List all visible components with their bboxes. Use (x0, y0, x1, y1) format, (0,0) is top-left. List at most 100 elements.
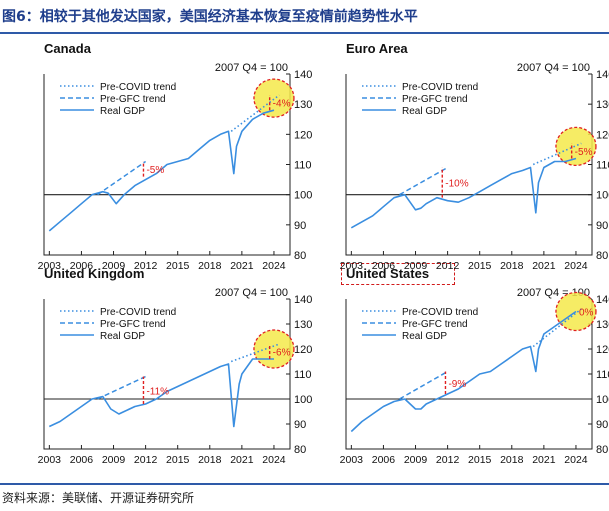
gap-annotation-label: 0% (579, 308, 594, 319)
axis-note: 2007 Q4 = 100 (215, 287, 288, 299)
legend-label: Real GDP (100, 106, 145, 117)
plot-frame (43, 299, 291, 450)
x-tick-label: 2024 (262, 260, 286, 272)
series-line-dashed (97, 375, 146, 400)
x-tick-label: 2018 (500, 260, 524, 272)
x-tick-label: 2009 (102, 260, 126, 272)
y-tick-label: 130 (596, 99, 609, 111)
x-tick-label: 2003 (38, 260, 62, 272)
gap-annotation-label: -5% (575, 147, 593, 158)
legend-label: Pre-GFC trend (402, 319, 468, 330)
x-tick-label: 2003 (38, 454, 62, 466)
figure-title: 图6：相较于其他发达国家，美国经济基本恢复至疫情前趋势性水平 (2, 9, 418, 25)
series-line-solid (350, 157, 577, 229)
y-tick-label: 100 (294, 190, 312, 202)
y-tick-label: 140 (596, 69, 609, 81)
y-tick-label: 110 (294, 369, 312, 381)
x-tick-label: 2012 (436, 454, 460, 466)
y-tick-label: 80 (294, 250, 306, 262)
series-line-dotted (230, 343, 280, 363)
us-title-highlight-box (341, 263, 455, 285)
gap-annotation-label: -10% (445, 179, 468, 190)
x-tick-label: 2015 (166, 260, 190, 272)
series-line-solid (48, 109, 275, 232)
y-tick-label: 100 (294, 394, 312, 406)
panel-title-canada: Canada (44, 41, 91, 56)
y-tick-label: 120 (596, 344, 609, 356)
chart-panel-3: 80 90 100 110 120 130 140 2003 2006 2009 2012 2015 2… (340, 287, 609, 466)
chart-panel-2: 80 90 100 110 120 130 140 2003 2006 2009 2012 2015 2… (38, 287, 313, 466)
series-line-dashed (399, 370, 448, 400)
legend-label: Real GDP (402, 331, 447, 342)
x-tick-label: 2006 (372, 454, 396, 466)
y-tick-label: 100 (596, 394, 609, 406)
x-tick-label: 2003 (340, 454, 364, 466)
x-tick-label: 2015 (468, 260, 492, 272)
series-line-dashed (97, 160, 147, 196)
x-tick-label: 2018 (500, 454, 524, 466)
x-tick-label: 2009 (404, 454, 428, 466)
highlight-circle (555, 126, 597, 167)
x-tick-label: 2012 (134, 260, 158, 272)
x-tick-label: 2003 (340, 260, 364, 272)
gap-annotation-label: -5% (146, 165, 164, 176)
title-divider (0, 32, 609, 34)
panel-title-united-states: United States (346, 266, 430, 281)
x-tick-label: 2024 (564, 454, 588, 466)
y-tick-label: 140 (294, 294, 312, 306)
x-tick-label: 2015 (468, 454, 492, 466)
y-tick-label: 90 (294, 220, 306, 232)
y-tick-label: 140 (294, 69, 312, 81)
y-tick-label: 120 (294, 344, 312, 356)
legend-label: Pre-COVID trend (402, 307, 478, 318)
panel-title-euro-area: Euro Area (346, 41, 408, 56)
legend-label: Real GDP (100, 331, 145, 342)
x-tick-label: 2021 (532, 454, 556, 466)
bottom-divider (0, 483, 609, 485)
y-tick-label: 90 (596, 419, 608, 431)
y-tick-label: 140 (596, 294, 609, 306)
x-tick-label: 2021 (532, 260, 556, 272)
plot-frame (345, 299, 593, 450)
legend-label: Pre-COVID trend (402, 82, 478, 93)
source-note: 资料来源：美联储、开源证券研究所 (2, 491, 195, 505)
y-tick-label: 110 (294, 160, 312, 172)
y-tick-label: 120 (596, 129, 609, 141)
chart-panel-0: 80 90 100 110 120 130 140 2003 2006 2009 2012 2015 2… (38, 62, 313, 272)
x-tick-label: 2018 (198, 260, 222, 272)
x-tick-label: 2006 (70, 454, 94, 466)
x-tick-label: 2009 (404, 260, 428, 272)
y-tick-label: 100 (596, 190, 609, 202)
y-tick-label: 110 (596, 369, 609, 381)
series-line-solid (350, 310, 577, 433)
x-tick-label: 2021 (230, 454, 254, 466)
y-tick-label: 130 (294, 319, 312, 331)
legend-label: Pre-GFC trend (402, 94, 468, 105)
chart-panel-1: 80 90 100 110 120 130 140 2003 2006 2009 2012 2015 2… (340, 62, 609, 272)
series-line-dashed (399, 166, 448, 196)
x-tick-label: 2015 (166, 454, 190, 466)
x-tick-label: 2021 (230, 260, 254, 272)
y-tick-label: 90 (294, 419, 306, 431)
y-tick-label: 80 (596, 250, 608, 262)
y-tick-label: 80 (596, 444, 608, 456)
y-tick-label: 120 (294, 129, 312, 141)
gap-annotation-label: -9% (448, 379, 466, 390)
gap-annotation-label: -11% (146, 386, 169, 397)
y-tick-label: 130 (294, 99, 312, 111)
y-tick-label: 110 (596, 160, 609, 172)
series-line-solid (48, 358, 274, 428)
x-tick-label: 2018 (198, 454, 222, 466)
gap-annotation-label: -4% (273, 99, 291, 110)
x-tick-label: 2024 (564, 260, 588, 272)
x-tick-label: 2012 (436, 260, 460, 272)
x-tick-label: 2006 (70, 260, 94, 272)
series-line-dotted (532, 142, 582, 166)
x-tick-label: 2009 (102, 454, 126, 466)
legend-label: Pre-COVID trend (100, 307, 176, 318)
x-tick-label: 2012 (134, 454, 158, 466)
y-tick-label: 80 (294, 444, 306, 456)
axis-note: 2007 Q4 = 100 (215, 62, 288, 74)
x-tick-label: 2006 (372, 260, 396, 272)
legend-label: Pre-GFC trend (100, 94, 166, 105)
